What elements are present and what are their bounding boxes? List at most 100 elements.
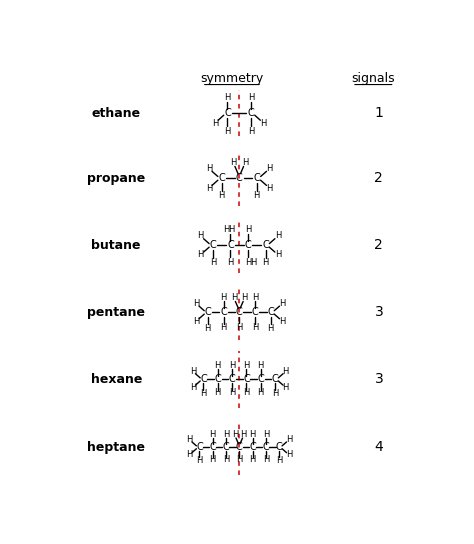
Text: C: C	[224, 108, 231, 119]
Text: H: H	[230, 158, 237, 167]
Text: C: C	[200, 374, 207, 385]
Text: H: H	[215, 361, 221, 370]
Text: H: H	[283, 367, 289, 376]
Text: H: H	[206, 164, 212, 173]
Text: H: H	[224, 127, 231, 135]
Text: C: C	[249, 442, 256, 452]
Text: H: H	[223, 225, 229, 234]
Text: H: H	[283, 383, 289, 392]
Text: H: H	[231, 293, 237, 302]
Text: H: H	[252, 293, 258, 302]
Text: C: C	[257, 374, 264, 385]
Text: H: H	[227, 258, 234, 267]
Text: ethane: ethane	[91, 107, 141, 120]
Text: C: C	[248, 108, 255, 119]
Text: C: C	[262, 240, 269, 250]
Text: H: H	[228, 225, 234, 234]
Text: H: H	[266, 164, 273, 173]
Text: H: H	[206, 184, 212, 193]
Text: H: H	[236, 323, 242, 332]
Text: H: H	[250, 258, 256, 267]
Text: C: C	[214, 374, 221, 385]
Text: H: H	[210, 430, 216, 440]
Text: C: C	[223, 442, 229, 452]
Text: H: H	[248, 93, 254, 102]
Text: C: C	[210, 442, 216, 452]
Text: H: H	[219, 191, 225, 201]
Text: C: C	[229, 374, 236, 385]
Text: H: H	[240, 430, 247, 440]
Text: 3: 3	[374, 305, 383, 319]
Text: H: H	[236, 455, 242, 464]
Text: H: H	[243, 388, 250, 398]
Text: C: C	[245, 240, 251, 250]
Text: hexane: hexane	[91, 373, 142, 386]
Text: H: H	[232, 430, 238, 440]
Text: H: H	[245, 258, 251, 267]
Text: H: H	[286, 435, 292, 444]
Text: H: H	[249, 455, 256, 464]
Text: H: H	[205, 324, 211, 333]
Text: C: C	[196, 442, 203, 452]
Text: H: H	[274, 231, 281, 240]
Text: C: C	[252, 307, 258, 317]
Text: butane: butane	[91, 239, 141, 252]
Text: H: H	[249, 430, 256, 440]
Text: C: C	[272, 374, 278, 385]
Text: H: H	[193, 317, 200, 326]
Text: C: C	[236, 174, 243, 183]
Text: H: H	[263, 455, 269, 464]
Text: C: C	[276, 442, 283, 452]
Text: H: H	[223, 430, 229, 440]
Text: H: H	[267, 324, 274, 333]
Text: H: H	[193, 299, 200, 308]
Text: H: H	[198, 231, 204, 240]
Text: H: H	[224, 93, 231, 102]
Text: H: H	[220, 323, 227, 332]
Text: C: C	[254, 174, 260, 183]
Text: H: H	[260, 119, 266, 128]
Text: H: H	[245, 225, 251, 234]
Text: H: H	[279, 317, 285, 326]
Text: 4: 4	[374, 440, 383, 454]
Text: C: C	[220, 307, 227, 317]
Text: H: H	[190, 383, 196, 392]
Text: C: C	[236, 442, 243, 452]
Text: H: H	[263, 258, 269, 267]
Text: H: H	[241, 293, 247, 302]
Text: H: H	[248, 127, 254, 135]
Text: C: C	[243, 374, 250, 385]
Text: H: H	[190, 367, 196, 376]
Text: H: H	[186, 435, 193, 444]
Text: H: H	[243, 361, 250, 370]
Text: C: C	[204, 307, 211, 317]
Text: H: H	[186, 450, 193, 459]
Text: H: H	[220, 293, 227, 302]
Text: H: H	[286, 450, 292, 459]
Text: H: H	[276, 456, 283, 465]
Text: H: H	[266, 184, 273, 193]
Text: heptane: heptane	[87, 441, 145, 454]
Text: symmetry: symmetry	[201, 72, 264, 85]
Text: H: H	[210, 258, 216, 267]
Text: H: H	[212, 119, 218, 128]
Text: H: H	[257, 361, 264, 370]
Text: H: H	[198, 250, 204, 259]
Text: H: H	[223, 455, 229, 464]
Text: 2: 2	[374, 171, 383, 186]
Text: H: H	[242, 158, 248, 167]
Text: H: H	[272, 390, 278, 398]
Text: signals: signals	[352, 72, 395, 85]
Text: 3: 3	[374, 373, 383, 386]
Text: H: H	[229, 388, 235, 398]
Text: 2: 2	[374, 238, 383, 252]
Text: H: H	[215, 388, 221, 398]
Text: H: H	[274, 250, 281, 259]
Text: H: H	[229, 361, 235, 370]
Text: pentane: pentane	[87, 306, 145, 319]
Text: H: H	[196, 456, 202, 465]
Text: C: C	[267, 307, 274, 317]
Text: H: H	[279, 299, 285, 308]
Text: C: C	[236, 307, 243, 317]
Text: H: H	[263, 430, 269, 440]
